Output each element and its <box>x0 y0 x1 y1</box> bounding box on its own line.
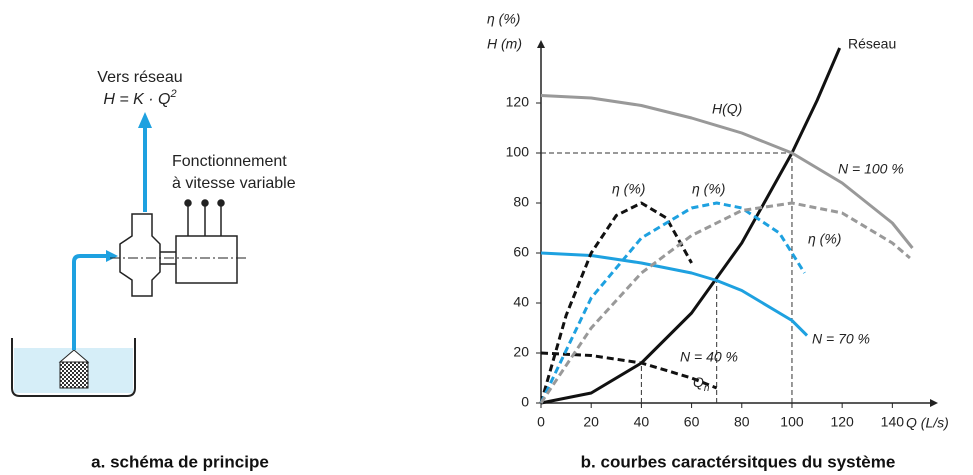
series-line <box>539 201 911 404</box>
y-tick-label: 100 <box>506 144 530 160</box>
annotation: η (%) <box>808 231 841 247</box>
series-line <box>540 251 809 337</box>
suction-pipe <box>72 254 110 350</box>
annotation: N = 70 % <box>812 331 870 347</box>
chart: b. courbes caractérsitques du système η … <box>487 11 949 472</box>
drive-label: Fonctionnement <box>172 153 287 170</box>
annotation: η (%) <box>692 181 725 197</box>
x-arrow <box>930 399 938 407</box>
x-tick-label: 100 <box>780 414 804 430</box>
formula: H = K · Q2 <box>103 88 176 108</box>
caption: b. courbes caractérsitques du système <box>581 452 896 471</box>
annotation: η (%) <box>612 181 645 197</box>
x-tick-label: 60 <box>684 414 700 430</box>
annotation-text: Q <box>693 374 704 390</box>
series-line <box>540 94 914 249</box>
y-tick-label: 120 <box>506 94 530 110</box>
y-axis-label: H (m) <box>487 36 522 52</box>
strainer <box>59 361 89 389</box>
pump <box>119 213 161 297</box>
x-tick-label: 80 <box>734 414 750 430</box>
motor <box>175 235 238 284</box>
y-tick-label: 80 <box>513 194 529 210</box>
x-axis-label: Q (L/s) <box>906 415 949 431</box>
annotation: Qn <box>693 374 710 394</box>
series-line <box>539 201 693 404</box>
formula-sup: 2 <box>170 88 177 100</box>
annotation: N = 100 % <box>838 161 904 177</box>
terminals <box>184 199 225 236</box>
x-tick-label: 40 <box>634 414 650 430</box>
outlet-label: Vers réseau <box>97 69 182 86</box>
x-tick-label: 140 <box>881 414 905 430</box>
arrow <box>138 112 152 128</box>
x-tick-label: 0 <box>537 414 545 430</box>
formula-text: H = K · Q <box>103 91 170 108</box>
caption: a. schéma de principe <box>91 452 269 471</box>
annotation-sub: n <box>704 383 710 394</box>
arrow <box>106 250 118 262</box>
schematic: Vers réseau H = K · Q2 Fonctionnement à … <box>11 69 296 471</box>
series-line <box>540 47 842 405</box>
x-tick-label: 120 <box>830 414 854 430</box>
y-tick-label: 40 <box>513 294 529 310</box>
y-tick-label: 60 <box>513 244 529 260</box>
y-axis-label: η (%) <box>487 11 520 27</box>
annotation: Réseau <box>848 36 896 52</box>
annotation: H(Q) <box>712 101 742 117</box>
tank <box>11 338 136 397</box>
annotation: N = 40 % <box>680 349 738 365</box>
series-line <box>539 201 806 404</box>
y-tick-label: 20 <box>513 344 529 360</box>
drive-label: à vitesse variable <box>172 175 296 192</box>
y-tick-label: 0 <box>521 394 529 410</box>
y-arrow <box>537 40 545 48</box>
x-tick-label: 20 <box>583 414 599 430</box>
